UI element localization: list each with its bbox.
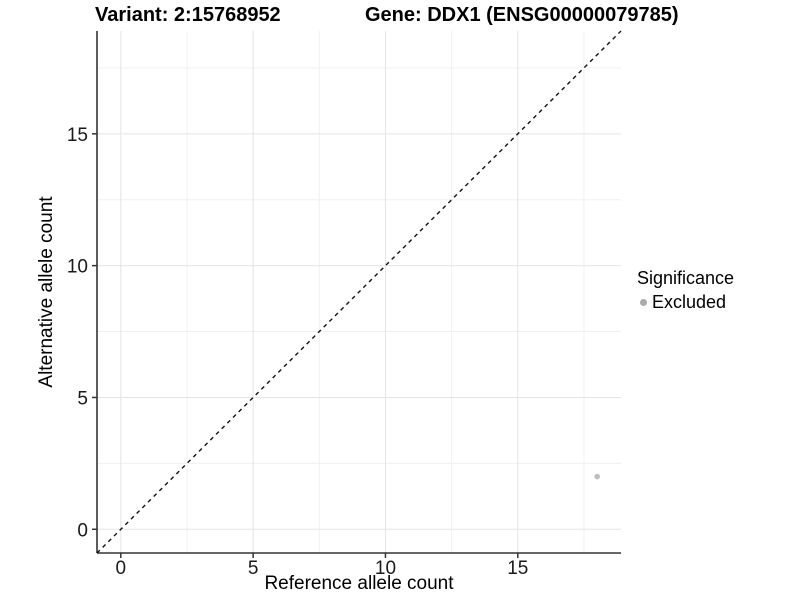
legend-item-excluded: Excluded bbox=[637, 292, 734, 313]
legend-title: Significance bbox=[637, 268, 735, 288]
y-tick-label: 15 bbox=[67, 125, 88, 146]
x-axis-title: Reference allele count bbox=[264, 573, 454, 594]
data-point bbox=[594, 473, 600, 480]
identity-line bbox=[96, 30, 622, 554]
legend-point-icon bbox=[640, 299, 647, 306]
y-tick-label: 10 bbox=[67, 257, 88, 278]
x-tick-label: 5 bbox=[248, 558, 259, 579]
legend: Significance Excluded bbox=[637, 268, 734, 313]
y-tick-label: 5 bbox=[77, 388, 88, 409]
gene-title: Gene: DDX1 (ENSG00000079785) bbox=[365, 4, 679, 26]
x-tick-label: 10 bbox=[375, 558, 396, 579]
x-tick-label: 15 bbox=[507, 558, 528, 579]
variant-title: Variant: 2:15768952 bbox=[95, 4, 281, 26]
y-tick-label: 0 bbox=[77, 520, 88, 541]
legend-item-label: Excluded bbox=[652, 292, 727, 312]
x-tick-label: 0 bbox=[116, 558, 127, 579]
y-axis-title: Alternative allele count bbox=[36, 196, 57, 388]
